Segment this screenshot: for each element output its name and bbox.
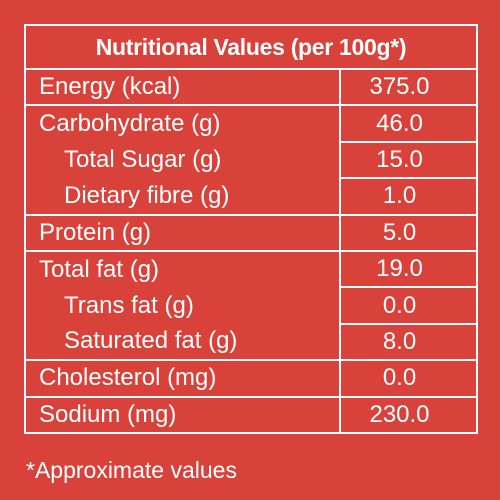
row-value: 8.0	[339, 322, 478, 362]
row-value: 375.0	[339, 67, 478, 107]
row-label: Saturated fat (g)	[24, 323, 341, 362]
row-value: 5.0	[339, 213, 478, 252]
table-row-protein: Protein (g) 5.0	[24, 213, 478, 252]
row-value: 1.0	[339, 177, 478, 216]
row-value: 19.0	[339, 249, 478, 289]
row-value: 230.0	[339, 395, 478, 434]
row-label: Carbohydrate (g)	[24, 104, 341, 142]
row-label: Trans fat (g)	[24, 287, 341, 324]
footnote: *Approximate values	[26, 457, 237, 483]
row-value: 0.0	[339, 286, 478, 325]
table-row-trans-fat: Trans fat (g) 0.0	[24, 286, 478, 325]
table-row-total-fat: Total fat (g) 19.0	[24, 249, 478, 289]
table-row-dietary-fibre: Dietary fibre (g) 1.0	[24, 177, 478, 216]
row-label: Sodium (mg)	[24, 395, 341, 434]
row-label: Total Sugar (g)	[24, 141, 341, 179]
row-value: 15.0	[339, 140, 478, 180]
row-label: Dietary fibre (g)	[24, 178, 341, 216]
row-label: Energy (kcal)	[24, 67, 341, 107]
table-row-cholesterol: Cholesterol (mg) 0.0	[24, 359, 478, 398]
row-label: Cholesterol (mg)	[24, 359, 341, 398]
row-value: 46.0	[339, 104, 478, 143]
row-value: 0.0	[339, 359, 478, 398]
table-row-total-sugar: Total Sugar (g) 15.0	[24, 140, 478, 180]
table-row-sodium: Sodium (mg) 230.0	[24, 395, 478, 434]
table-header-row: Nutritional Values (per 100g*)	[24, 24, 478, 70]
nutrition-table: Nutritional Values (per 100g*) Energy (k…	[24, 24, 478, 434]
table-row-carbohydrate: Carbohydrate (g) 46.0	[24, 104, 478, 143]
nutrition-panel: Nutritional Values (per 100g*) Energy (k…	[24, 24, 478, 483]
row-label: Protein (g)	[24, 213, 341, 252]
table-row-energy: Energy (kcal) 375.0	[24, 67, 478, 107]
table-row-saturated-fat: Saturated fat (g) 8.0	[24, 322, 478, 362]
row-label: Total fat (g)	[24, 249, 341, 288]
table-title: Nutritional Values (per 100g*)	[24, 24, 478, 70]
